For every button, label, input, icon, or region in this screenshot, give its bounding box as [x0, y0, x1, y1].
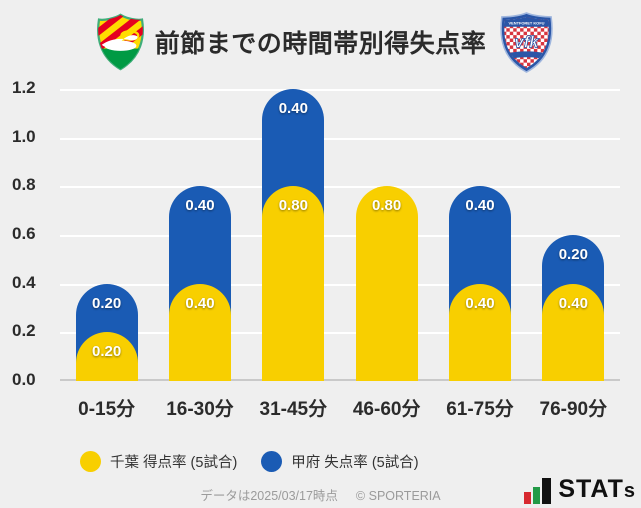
y-axis-label: 0.4: [12, 272, 36, 292]
chart-title: 前節までの時間帯別得失点率: [154, 30, 487, 58]
bar-value-label-kofu: 0.20: [558, 246, 588, 263]
bar-value-label-chiba: 0.40: [465, 294, 495, 312]
data-as-of-note: データは2025/03/17時点 © SPORTERIA: [0, 485, 641, 504]
bar-value-label-chiba: 0.40: [185, 294, 215, 312]
x-axis-label: 61-75分: [446, 399, 514, 420]
legend-item-kofu: 甲府 失点率 (5試合): [261, 450, 419, 472]
bar-value-label-kofu: 0.40: [278, 100, 308, 117]
stats-bar-black: [542, 478, 552, 504]
bar-value-label-kofu: 0.40: [465, 197, 495, 215]
bar-value-label-chiba: 0.20: [92, 343, 122, 361]
data-date-text: データは2025/03/17時点: [200, 489, 338, 503]
stats-bars-icon: [524, 478, 552, 504]
x-axis-label: 0-15分: [78, 399, 136, 420]
sporteria-stats-logo: STATs: [516, 476, 636, 504]
kofu-series-label: 甲府 失点率 (5試合): [291, 454, 419, 471]
y-axis-label: 0.0: [12, 370, 36, 389]
chiba-series-label: 千葉 得点率 (5試合): [110, 454, 238, 471]
x-axis-label: 16-30分: [166, 399, 234, 420]
bar-value-label-chiba: 0.40: [558, 294, 588, 312]
bar-76-90分: 0.20 0.40: [542, 235, 605, 381]
y-axis: 0.0 0.2 0.4 0.6 0.8 1.0 1.2: [12, 78, 54, 389]
bar-16-30分: 0.40 0.40: [169, 186, 231, 381]
gridline: [60, 332, 620, 335]
chiba-series-swatch: [80, 450, 101, 472]
bar-46-60分: 0.80: [355, 186, 418, 381]
y-axis-label: 0.2: [12, 321, 36, 341]
y-axis-label: 0.8: [12, 175, 36, 195]
gridline: [60, 137, 620, 140]
bar-segment-chiba: [262, 186, 325, 381]
x-axis-label: 31-45分: [259, 399, 328, 420]
bar-segment-chiba: [542, 283, 605, 381]
bar-value-label-kofu: 0.20: [92, 294, 122, 312]
x-axis: 0-15分 16-30分 31-45分 46-60分 61-75分 76-90分: [60, 394, 620, 422]
bar-value-label-kofu: 0.40: [185, 197, 215, 215]
bar-61-75分: 0.40 0.40: [449, 186, 511, 381]
bar-0-15分: 0.20 0.20: [75, 283, 138, 381]
bar-segment-chiba: [355, 186, 418, 381]
bar-segment-chiba: [75, 332, 138, 381]
gridline: [60, 283, 620, 286]
gridline: [60, 89, 620, 91]
y-axis-label: 1.0: [12, 126, 36, 146]
kofu-crest-band-text: VENTFORET KOFU: [509, 20, 545, 25]
kofu-crest-monogram: vfk: [514, 32, 539, 51]
y-axis-label: 1.2: [12, 78, 36, 97]
plot-area: 0.20 0.20 0.40 0.40 0.40 0.80 0.80 0.40 0.40 0.20…: [60, 89, 620, 381]
stats-wordmark: STATs: [558, 475, 636, 503]
bar-segment-chiba: [449, 283, 511, 381]
gridline: [60, 235, 620, 237]
kofu-series-swatch: [261, 450, 283, 472]
stats-bar-red: [524, 492, 532, 504]
chart-legend: 千葉 得点率 (5試合) 甲府 失点率 (5試合): [80, 449, 419, 473]
legend-item-chiba: 千葉 得点率 (5試合): [80, 450, 238, 472]
x-baseline: [60, 379, 620, 381]
x-axis-label: 76-90分: [539, 399, 608, 420]
stats-bar-green: [533, 487, 541, 504]
ventforet-kofu-logo-icon: VENTFORET KOFU vfk: [500, 12, 553, 73]
bar-31-45分: 0.40 0.80: [262, 89, 325, 381]
bar-segment-chiba: [169, 283, 231, 381]
jef-united-chiba-logo-icon: [97, 13, 144, 71]
copyright-text: © SPORTERIA: [355, 489, 441, 503]
x-axis-label: 46-60分: [352, 399, 421, 420]
gridline: [60, 186, 620, 189]
bar-value-label-chiba: 0.80: [372, 197, 402, 215]
y-axis-label: 0.6: [12, 224, 36, 243]
bar-value-label-chiba: 0.80: [278, 197, 308, 215]
